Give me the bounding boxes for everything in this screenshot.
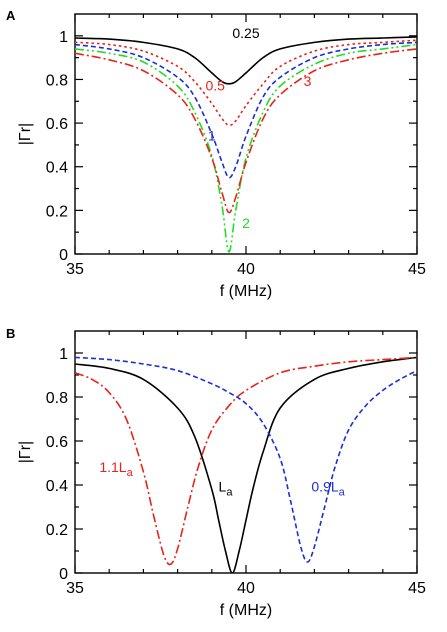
panel-letter-b: B [6,326,15,341]
y-tick-label: 0.8 [46,72,68,89]
series-annotation: 2 [242,215,250,231]
series-line-3 [75,48,417,214]
series-group [75,356,417,573]
x-tick-label: 45 [408,580,426,597]
panel-b: B 35 40 45 0 0.2 0.4 0.6 0.8 1 f (MHz) |Γr| 1.1La La… [6,326,426,619]
panel-a: A 35 40 45 0 0.2 0.4 0.6 0.8 1 f (MHz) |Γr| 0.25 0.5… [6,8,426,300]
x-tick-label: 35 [66,580,84,597]
x-axis-title: f (MHz) [220,283,272,300]
series-line-2 [75,43,417,253]
y-tick-label: 1 [59,29,68,46]
y-tick-label: 0.2 [46,203,68,220]
panel-letter-a: A [6,8,16,23]
x-tick-label: 40 [237,261,255,278]
series-line-1 [75,41,417,179]
series-annotation: 1 [208,128,216,144]
y-tick-label: 0 [59,247,68,264]
y-tick-label: 1 [59,346,68,363]
series-annotation: 0.25 [232,25,259,41]
x-tick-label: 45 [408,261,426,278]
y-tick-label: 0.4 [46,478,68,495]
y-tick-label: 0.4 [46,160,68,177]
y-tick-label: 0 [59,566,68,583]
series-annotation: 0.9La [311,479,345,499]
series-line-0-5 [75,39,417,127]
series-annotation: 3 [304,73,312,89]
series-line-la [75,356,417,573]
y-tick-label: 0.8 [46,390,68,407]
series-annotation: 0.5 [205,77,225,93]
series-line-0-25 [75,36,417,85]
series-annotation: 1.1La [99,459,133,479]
series-group [75,36,417,253]
series-annotation: La [219,479,234,499]
y-axis-title: |Γr| [17,123,34,145]
x-tick-label: 35 [66,261,84,278]
x-axis-title: f (MHz) [220,602,272,619]
series-line-0-9la [75,356,417,563]
x-tick-label: 40 [237,580,255,597]
y-axis-title: |Γr| [17,441,34,463]
plot-frame [74,330,418,574]
y-tick-label: 0.2 [46,522,68,539]
series-line-1-1la [75,356,417,566]
y-tick-label: 0.6 [46,434,68,451]
y-tick-label: 0.6 [46,116,68,133]
